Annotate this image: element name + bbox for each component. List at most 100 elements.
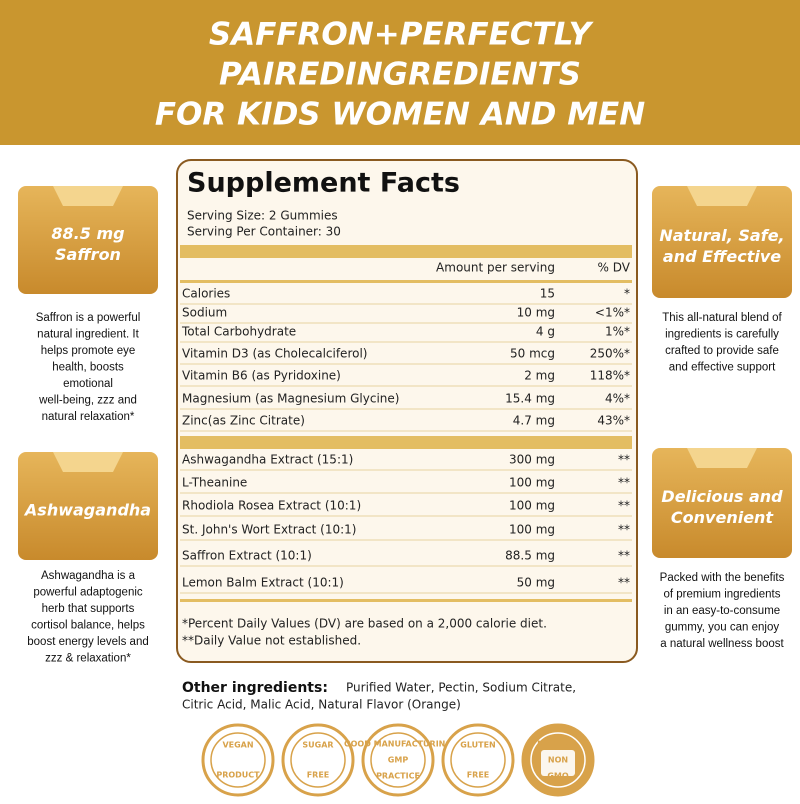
- header-band: [0, 0, 800, 145]
- dv: 4%*: [605, 392, 630, 406]
- badge-text: FREE: [307, 771, 330, 780]
- nutrient: L-Theanine: [182, 476, 247, 490]
- badge: [361, 723, 435, 797]
- card-notch: [687, 448, 757, 468]
- header-title: SAFFRON+PERFECTLY: [209, 17, 595, 53]
- other-text: Citric Acid, Malic Acid, Natural Flavor …: [182, 698, 461, 712]
- badge-text: GOOD MANUFACTURING: [344, 740, 452, 749]
- card-title: Convenient: [671, 508, 775, 527]
- bar: [180, 599, 632, 602]
- card: [18, 186, 158, 294]
- card-text: This all-natural blend of: [662, 312, 782, 324]
- footnote: *Percent Daily Values (DV) are based on …: [182, 617, 547, 631]
- card-notch: [53, 452, 123, 472]
- card-title: Saffron: [55, 245, 121, 264]
- card-text: gummy, you can enjoy: [665, 622, 779, 634]
- card-text: well-being, zzz and: [38, 395, 137, 407]
- card-title: Delicious and: [661, 487, 783, 506]
- badge-text: SUGAR: [302, 741, 333, 750]
- card-text: ingredients is carefully: [665, 329, 779, 341]
- dv: <1%*: [595, 306, 630, 320]
- badge-text: NON: [548, 756, 568, 765]
- card-text: natural ingredient. It: [37, 329, 139, 341]
- bar: [180, 245, 632, 258]
- card-text: of premium ingredients: [664, 589, 781, 601]
- badge-ring: [290, 732, 346, 788]
- amount: 50 mg: [517, 576, 555, 590]
- amount: 10 mg: [517, 306, 555, 320]
- card-text: and effective support: [669, 362, 776, 374]
- card: [652, 448, 792, 558]
- badge-text: GMO: [547, 772, 569, 781]
- card-text: cortisol balance, helps: [31, 620, 145, 632]
- dv: **: [618, 476, 630, 490]
- dv: 1%*: [605, 325, 630, 339]
- footnote: **Daily Value not established.: [182, 634, 361, 648]
- nutrient: Total Carbohydrate: [181, 325, 296, 339]
- card-text: zzz & relaxation*: [45, 653, 131, 665]
- badge-text: PRACTICE: [376, 772, 420, 781]
- dv: **: [618, 576, 630, 590]
- other-text: Purified Water, Pectin, Sodium Citrate,: [346, 681, 576, 695]
- card-text: emotional: [63, 378, 113, 390]
- facts-panel: [176, 159, 638, 663]
- column-header: Amount per serving: [436, 261, 555, 275]
- card-text: boost energy levels and: [27, 636, 148, 648]
- card-notch: [53, 186, 123, 206]
- dv: 43%*: [597, 414, 630, 428]
- serving: Serving Size: 2 Gummies: [187, 209, 338, 223]
- serving: Serving Per Container: 30: [187, 225, 341, 239]
- badge-text: PRODUCT: [216, 771, 260, 780]
- amount: 2 mg: [524, 369, 555, 383]
- facts-title: Supplement Facts: [187, 168, 460, 199]
- card-text: Saffron is a powerful: [36, 312, 141, 324]
- dv: **: [618, 523, 630, 537]
- amount: 300 mg: [509, 453, 555, 467]
- card-text: crafted to provide safe: [665, 345, 779, 357]
- amount: 15: [540, 287, 555, 301]
- card-text: powerful adaptogenic: [33, 587, 143, 599]
- amount: 100 mg: [509, 476, 555, 490]
- card-title: Natural, Safe,: [659, 226, 784, 245]
- amount: 100 mg: [509, 523, 555, 537]
- nutrient: Magnesium (as Magnesium Glycine): [182, 392, 399, 406]
- badge-ring: [450, 732, 506, 788]
- bar: [180, 280, 632, 283]
- nutrient: Saffron Extract (10:1): [182, 549, 312, 563]
- dv: **: [618, 549, 630, 563]
- nutrient: Vitamin B6 (as Pyridoxine): [182, 369, 341, 383]
- amount: 50 mcg: [510, 347, 555, 361]
- badge-text: NATURAL: [537, 740, 579, 749]
- badge-ring: [530, 732, 586, 788]
- nutrient: Vitamin D3 (as Cholecalciferol): [182, 347, 367, 361]
- amount: 100 mg: [509, 499, 555, 513]
- badge-ring: [210, 732, 266, 788]
- card-text: herb that supports: [42, 603, 135, 615]
- card-text: natural relaxation*: [42, 411, 135, 423]
- nutrient: Sodium: [182, 306, 227, 320]
- card: [652, 186, 792, 298]
- dv: **: [618, 453, 630, 467]
- nutrient: St. John's Wort Extract (10:1): [182, 523, 356, 537]
- content: SAFFRON+PERFECTLY PAIREDINGREDIENTS FOR KI…: [18, 17, 792, 797]
- card-title: 88.5 mg: [51, 224, 124, 243]
- header-title: PAIREDINGREDIENTS: [219, 57, 581, 93]
- nutrient: Ashwagandha Extract (15:1): [182, 453, 353, 467]
- badge: [441, 723, 515, 797]
- amount: 88.5 mg: [505, 549, 555, 563]
- card-text: Packed with the benefits: [660, 572, 785, 584]
- badge-box: [541, 750, 575, 776]
- badge: [281, 723, 355, 797]
- card-text: a natural wellness boost: [660, 638, 784, 650]
- card-text: Ashwagandha is a: [41, 570, 136, 582]
- nutrient: Zinc(as Zinc Citrate): [182, 414, 305, 428]
- amount: 4 g: [536, 325, 555, 339]
- bar: [180, 436, 632, 449]
- card-title: Ashwagandha: [23, 501, 151, 520]
- card-title: and Effective: [663, 247, 781, 266]
- dv: **: [618, 499, 630, 513]
- badge-text: VEGAN: [222, 741, 253, 750]
- card-text: in an easy-to-consume: [664, 605, 780, 617]
- card-notch: [687, 186, 757, 206]
